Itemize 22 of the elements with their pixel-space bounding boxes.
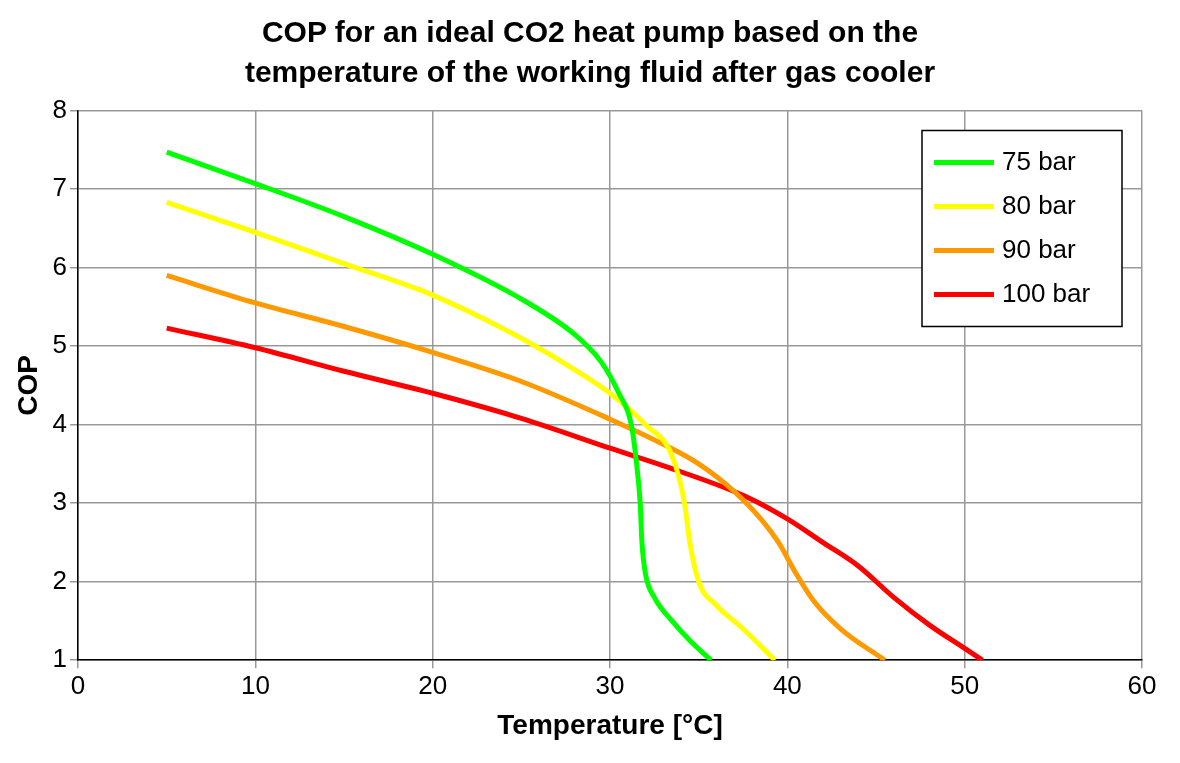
y-tick-label: 3 xyxy=(52,486,68,517)
y-tick-label: 4 xyxy=(52,407,68,438)
x-tick-label: 40 xyxy=(772,669,802,700)
legend-label: 80 bar xyxy=(1002,189,1077,220)
x-tick-label: 10 xyxy=(240,669,270,700)
legend-label: 90 bar xyxy=(1002,233,1077,264)
x-tick-label: 60 xyxy=(1127,669,1157,700)
y-tick-label: 2 xyxy=(52,564,68,595)
x-tick-label: 50 xyxy=(950,669,980,700)
x-tick-label: 20 xyxy=(418,669,448,700)
legend-label: 75 bar xyxy=(1002,145,1077,176)
y-tick-label: 7 xyxy=(52,172,68,203)
chart-title: COP for an ideal CO2 heat pump based on the temperature of the working fluid after gas cooler xyxy=(243,14,937,90)
x-tick-label: 0 xyxy=(70,669,86,700)
legend-label: 100 bar xyxy=(1002,277,1091,308)
y-tick-label: 5 xyxy=(52,329,68,360)
y-axis-title: COP xyxy=(11,355,43,416)
y-tick-label: 8 xyxy=(52,93,68,124)
y-tick-label: 6 xyxy=(52,250,68,281)
y-tick-label: 1 xyxy=(52,643,68,674)
x-axis-title: Temperature [°C] xyxy=(497,708,723,740)
x-tick-label: 30 xyxy=(595,669,625,700)
